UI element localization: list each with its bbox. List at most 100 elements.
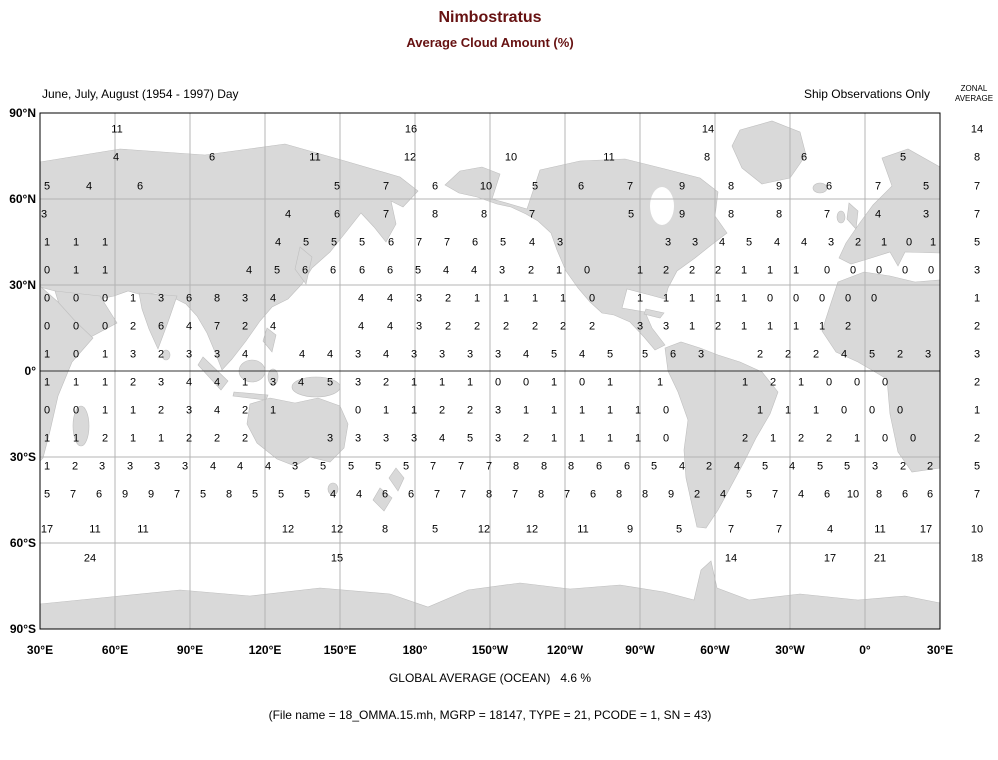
cloud-amount-value: 5 [330, 236, 338, 249]
cloud-amount-value: 7 [626, 180, 634, 193]
cloud-amount-value: 11 [111, 123, 123, 136]
zonal-average-value: 14 [970, 123, 984, 136]
cloud-amount-value: 0 [849, 264, 857, 277]
cloud-amount-value: 4 [357, 292, 365, 305]
cloud-amount-value: 4 [213, 376, 221, 389]
cloud-amount-value: 3 [181, 460, 189, 473]
cloud-amount-value: 5 [531, 180, 539, 193]
cloud-amount-value: 2 [527, 264, 535, 277]
cloud-amount-value: 6 [926, 488, 934, 501]
cloud-amount-value: 1 [72, 376, 80, 389]
cloud-amount-value: 7 [459, 488, 467, 501]
cloud-amount-value: 6 [301, 264, 309, 277]
cloud-amount-value: 6 [407, 488, 415, 501]
y-axis-tick-label: 30°S [9, 450, 36, 464]
x-axis-tick-label: 60°E [101, 643, 129, 657]
cloud-amount-value: 4 [678, 460, 686, 473]
cloud-amount-value: 1 [606, 376, 614, 389]
cloud-amount-value: 0 [72, 320, 80, 333]
cloud-amount-value: 5 [466, 432, 474, 445]
cloud-amount-value: 3 [354, 348, 362, 361]
cloud-amount-value: 4 [797, 488, 805, 501]
cloud-amount-value: 3 [871, 460, 879, 473]
cloud-amount-value: 5 [499, 236, 507, 249]
cloud-amount-value: 1 [410, 376, 418, 389]
cloud-amount-value: 1 [473, 292, 481, 305]
y-axis-tick-label: 0° [24, 364, 36, 378]
landmass-new-zealand-south [372, 487, 393, 512]
cloud-amount-value: 7 [727, 523, 735, 536]
cloud-amount-value: 24 [83, 552, 97, 565]
cloud-amount-value: 9 [626, 523, 634, 536]
cloud-amount-value: 3 [697, 348, 705, 361]
cloud-amount-value: 7 [771, 488, 779, 501]
cloud-amount-value: 1 [636, 292, 644, 305]
cloud-amount-value: 7 [213, 320, 221, 333]
cloud-amount-value: 2 [241, 404, 249, 417]
cloud-amount-value: 0 [840, 404, 848, 417]
cloud-amount-value: 21 [873, 552, 887, 565]
cloud-amount-value: 6 [333, 208, 341, 221]
x-axis-tick-label: 180° [402, 643, 428, 657]
x-axis-tick-label: 90°E [176, 643, 204, 657]
file-info-label: (File name = 18_OMMA.15.mh, MGRP = 18147… [268, 708, 712, 722]
cloud-amount-value: 6 [381, 488, 389, 501]
cloud-amount-value: 7 [563, 488, 571, 501]
water-bodies [650, 187, 674, 225]
cloud-amount-value: 8 [727, 180, 735, 193]
cloud-amount-value: 12 [477, 523, 491, 536]
cloud-amount-value: 2 [769, 376, 777, 389]
cloud-amount-value: 3 [129, 348, 137, 361]
cloud-amount-value: 11 [874, 523, 886, 536]
cloud-amount-value: 1 [740, 320, 748, 333]
cloud-amount-value: 1 [792, 320, 800, 333]
cloud-amount-value: 7 [69, 488, 77, 501]
cloud-amount-value: 2 [444, 320, 452, 333]
cloud-amount-value: 0 [875, 264, 883, 277]
cloud-amount-value: 0 [43, 320, 51, 333]
cloud-amount-value: 3 [241, 292, 249, 305]
cloud-amount-value: 0 [662, 432, 670, 445]
cloud-amount-value: 12 [525, 523, 539, 536]
cloud-amount-value: 2 [185, 432, 193, 445]
cloud-amount-value: 1 [766, 264, 774, 277]
cloud-amount-value: 5 [43, 180, 51, 193]
page-title: Nimbostratus [438, 9, 542, 26]
cloud-amount-value: 5 [745, 236, 753, 249]
cloud-amount-value: 3 [415, 320, 423, 333]
cloud-amount-value: 3 [185, 404, 193, 417]
cloud-amount-value: 0 [825, 376, 833, 389]
x-axis-tick-label: 90°W [625, 643, 655, 657]
cloud-amount-value: 3 [153, 460, 161, 473]
cloud-amount-value: 4 [382, 348, 390, 361]
cloud-amount-value: 3 [662, 320, 670, 333]
cloud-amount-value: 3 [213, 348, 221, 361]
cloud-amount-value: 2 [784, 348, 792, 361]
cloud-amount-value: 3 [922, 208, 930, 221]
cloud-amount-value: 0 [853, 376, 861, 389]
cloud-amount-value: 6 [589, 488, 597, 501]
cloud-amount-value: 1 [740, 264, 748, 277]
cloud-amount-value: 2 [705, 460, 713, 473]
observation-source-label: Ship Observations Only [803, 87, 930, 101]
zonal-average-value: 3 [973, 264, 981, 277]
cloud-amount-value: 1 [101, 376, 109, 389]
cloud-amount-value: 0 [823, 264, 831, 277]
cloud-amount-value: 2 [444, 292, 452, 305]
cloud-amount-value: 4 [236, 460, 244, 473]
cloud-amount-value: 0 [72, 292, 80, 305]
cloud-amount-value: 6 [823, 488, 831, 501]
cloud-amount-value: 3 [827, 236, 835, 249]
zonal-average-value: 5 [973, 460, 981, 473]
cloud-amount-value: 8 [775, 208, 783, 221]
cloud-amount-value: 4 [85, 180, 93, 193]
cloud-amount-value: 7 [433, 488, 441, 501]
cloud-amount-value: 5 [326, 376, 334, 389]
cloud-amount-value: 4 [241, 348, 249, 361]
cloud-amount-value: 3 [354, 376, 362, 389]
landmass-ireland [836, 210, 846, 224]
cloud-amount-value: 1 [636, 264, 644, 277]
cloud-amount-value: 6 [136, 180, 144, 193]
cloud-amount-value: 2 [854, 236, 862, 249]
x-axis-tick-label: 30°E [26, 643, 54, 657]
